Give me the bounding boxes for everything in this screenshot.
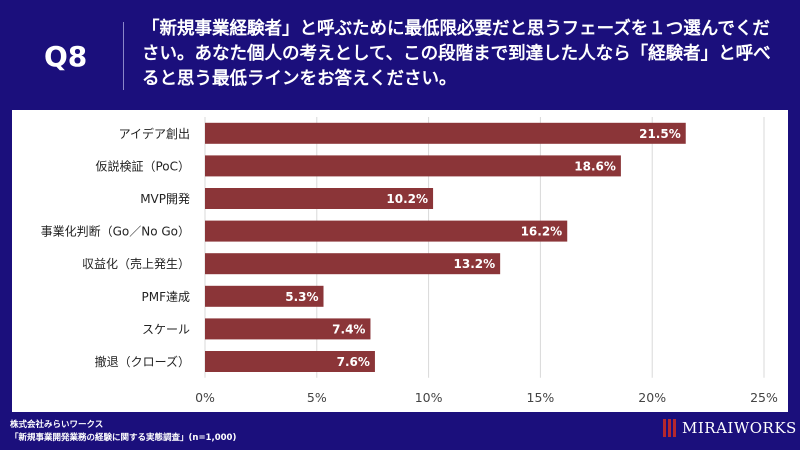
x-tick-label: 10% (415, 390, 443, 405)
bar (205, 318, 371, 340)
category-label: アイデア創出 (119, 126, 190, 141)
footer-source: 「新規事業開発業務の経験に関する実態調査」(n=1,000) (10, 433, 237, 443)
header-divider (123, 22, 124, 90)
question-text: 「新規事業経験者」と呼ぶために最低限必要だと思うフェーズを１つ選んでください。あ… (142, 19, 771, 89)
x-tick-label: 15% (527, 390, 555, 405)
data-label: 13.2% (454, 257, 496, 271)
x-tick-label: 0% (195, 390, 215, 405)
category-label: PMF達成 (142, 290, 191, 304)
question-number: Q8 (44, 40, 88, 73)
data-label: 7.4% (332, 322, 365, 336)
category-label: 事業化判断（Go／No Go） (41, 224, 190, 239)
logo-text: MIRAIWORKS (682, 419, 797, 437)
bar (205, 188, 434, 209)
data-label: 18.6% (574, 159, 616, 173)
data-label: 5.3% (285, 290, 318, 304)
x-tick-label: 20% (638, 390, 666, 405)
category-label: スケール (142, 322, 190, 336)
bar (205, 253, 501, 275)
data-label: 7.6% (337, 355, 370, 369)
x-tick-label: 25% (750, 390, 778, 405)
bar (205, 122, 686, 144)
category-label: MVP開発 (140, 192, 190, 206)
data-label: 10.2% (386, 192, 428, 206)
bar (205, 351, 375, 372)
category-label: 撤退（クローズ） (95, 354, 190, 369)
bar (205, 285, 324, 307)
data-label: 21.5% (639, 127, 681, 141)
category-label: 収益化（売上発生） (82, 256, 190, 271)
mirai-works-logo: MIRAIWORKS (663, 419, 797, 437)
data-label: 16.2% (521, 225, 563, 239)
bar (205, 220, 568, 242)
logo-bars-icon (663, 419, 676, 437)
footer-company: 株式会社みらいワークス (10, 420, 104, 430)
bar (205, 155, 621, 177)
category-label: 仮説検証（PoC） (95, 158, 190, 173)
x-tick-label: 5% (307, 390, 327, 405)
